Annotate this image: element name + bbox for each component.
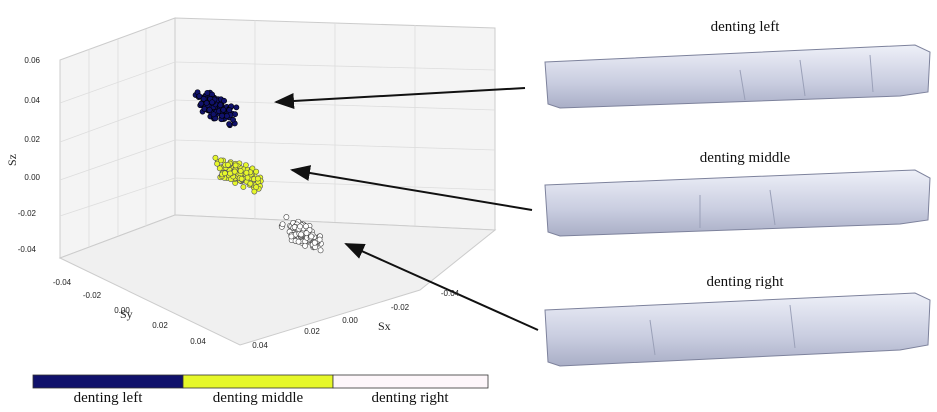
legend-label: denting left	[74, 390, 144, 406]
scatter-dot	[209, 100, 214, 105]
legend-label: denting middle	[213, 390, 304, 406]
axis-label: Sz	[5, 154, 19, 166]
scatter-dot	[199, 101, 204, 106]
z-tick-label: -0.02	[18, 209, 37, 218]
legend	[33, 375, 488, 388]
scatter-dot	[297, 224, 302, 229]
legend-swatch	[33, 375, 183, 388]
scatter-dot	[225, 162, 230, 167]
scatter-dot	[230, 117, 235, 122]
scatter-dot	[254, 185, 259, 190]
scatter-dot	[205, 90, 210, 95]
scatter-dot	[233, 163, 238, 168]
legend-label: denting right	[371, 390, 449, 406]
scatter-dot	[289, 234, 294, 239]
z-tick-label: 0.02	[24, 135, 40, 144]
figure: denting left denting middle denting righ…	[0, 0, 937, 407]
scatter-dot	[213, 155, 218, 160]
legend-swatch	[333, 375, 488, 388]
scatter-dot	[317, 237, 322, 242]
scatter-dot	[221, 107, 226, 112]
y-tick-label: -0.02	[83, 291, 102, 300]
scatter-dot	[318, 248, 323, 253]
legend-swatch	[183, 375, 333, 388]
scatter-dot	[239, 176, 244, 181]
scatter-dot	[222, 171, 227, 176]
scatter-dot	[218, 103, 223, 108]
scatter-dot	[254, 169, 259, 174]
scatter-dot	[255, 176, 260, 181]
scatter-dot	[227, 108, 232, 113]
scatter-dot	[218, 158, 223, 163]
y-tick-label: 0.00	[114, 306, 130, 315]
panel-title: denting middle	[700, 150, 791, 166]
z-tick-label: 0.06	[24, 56, 40, 65]
scatter-dot	[244, 170, 249, 175]
scatter-dot	[304, 231, 309, 236]
scatter-dot	[238, 168, 243, 173]
scatter-dot	[302, 243, 307, 248]
z-tick-label: 0.00	[24, 173, 40, 182]
scatter-dot	[248, 181, 253, 186]
scatter-dot	[309, 234, 314, 239]
x-tick-label: 0.02	[304, 327, 320, 336]
x-tick-label: -0.02	[391, 303, 410, 312]
panel-title: denting right	[706, 274, 784, 290]
scatter-dot	[207, 107, 212, 112]
scatter-dot	[201, 96, 206, 101]
scatter-dot	[296, 239, 301, 244]
z-tick-label: 0.04	[24, 96, 40, 105]
scatter-dot	[232, 112, 237, 117]
scatter-dot	[227, 121, 232, 126]
scatter-dot	[219, 113, 224, 118]
scatter-dot	[211, 112, 216, 117]
x-tick-label: -0.04	[441, 289, 460, 298]
scatter-dot	[227, 171, 232, 176]
y-tick-label: -0.04	[53, 278, 72, 287]
scatter-dot	[217, 166, 222, 171]
scatter-dot	[280, 222, 285, 227]
scatter-dot	[241, 184, 246, 189]
scatter-dot	[312, 240, 317, 245]
y-tick-label: 0.04	[190, 337, 206, 346]
scatter-dot	[284, 214, 289, 219]
beam-renders	[545, 45, 930, 366]
z-tick-label: -0.04	[18, 245, 37, 254]
axis-label: Sx	[378, 319, 391, 333]
scatter-dot	[234, 105, 239, 110]
scatter-dot	[222, 98, 227, 103]
scatter-dot	[224, 113, 229, 118]
x-tick-label: 0.00	[342, 316, 358, 325]
x-tick-label: 0.04	[252, 341, 268, 350]
scatter-dot	[299, 232, 304, 237]
scatter-dot	[303, 224, 308, 229]
y-tick-label: 0.02	[152, 321, 168, 330]
panel-title: denting left	[711, 19, 781, 35]
